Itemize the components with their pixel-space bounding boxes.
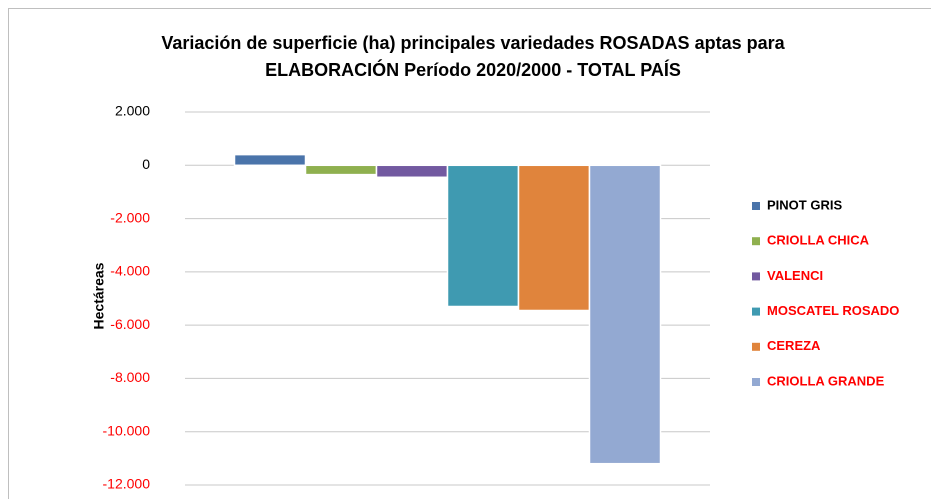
y-tick-label: -2.000: [110, 209, 150, 225]
legend-swatch: [752, 307, 760, 316]
y-tick-label: -12.000: [103, 476, 151, 492]
legend-label: CEREZA: [767, 338, 821, 353]
legend-swatch: [752, 237, 760, 246]
legend-label: CRIOLLA GRANDE: [767, 373, 885, 388]
legend-label: VALENCI: [767, 268, 823, 283]
legend-label: CRIOLLA CHICA: [767, 233, 870, 248]
bar: [375, 164, 449, 179]
bar: [304, 164, 378, 176]
y-axis-label: Hectáreas: [91, 262, 107, 329]
legend-swatch: [752, 272, 760, 281]
legend-swatch: [752, 202, 760, 210]
bar: [233, 153, 307, 167]
y-tick-label: 0: [142, 156, 150, 172]
y-tick-label: -6.000: [110, 316, 150, 332]
legend-label: PINOT GRIS: [767, 197, 842, 212]
legend-swatch: [752, 378, 760, 386]
chart-title: Variación de superficie (ha) principales…: [161, 33, 785, 53]
legend-swatch: [752, 342, 760, 351]
y-tick-label: 2.000: [115, 103, 150, 119]
bar: [517, 164, 591, 312]
y-tick-label: -8.000: [110, 369, 150, 385]
bar: [588, 164, 662, 465]
legend-label: MOSCATEL ROSADO: [767, 303, 899, 318]
chart-title: ELABORACIÓN Período 2020/2000 - TOTAL PA…: [265, 59, 681, 80]
bar: [446, 164, 520, 308]
y-tick-label: -10.000: [103, 422, 151, 438]
y-tick-label: -4.000: [110, 263, 150, 279]
